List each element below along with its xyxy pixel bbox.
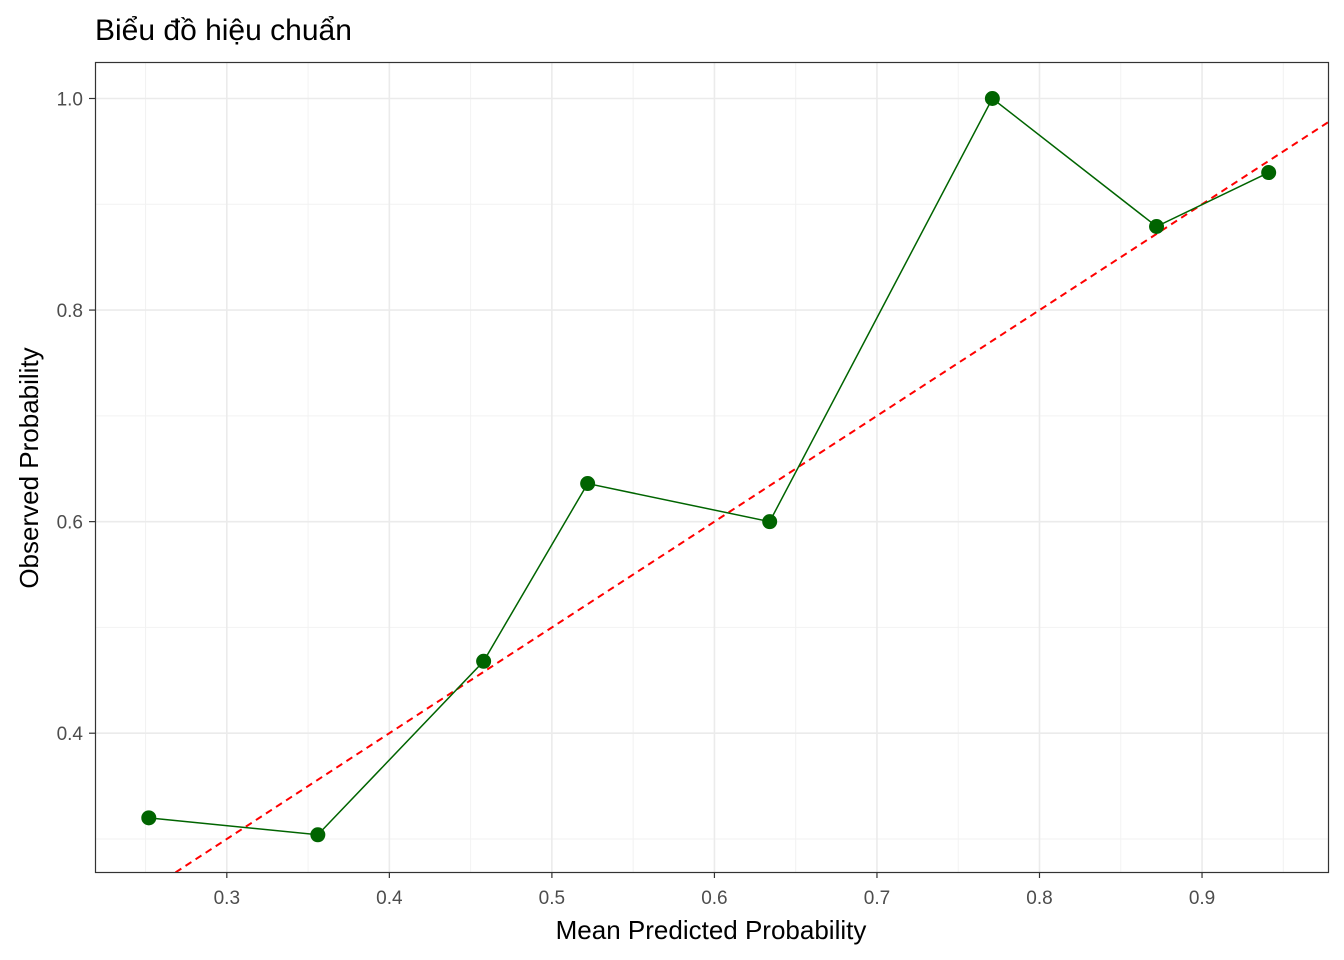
chart-title: Biểu đồ hiệu chuẩn bbox=[95, 14, 352, 47]
calibration-data-point bbox=[141, 810, 157, 826]
calibration-data-point bbox=[762, 514, 778, 530]
y-tick-label: 0.8 bbox=[57, 301, 83, 322]
y-tick-label: 0.6 bbox=[57, 513, 83, 534]
y-tick-label: 1.0 bbox=[57, 89, 83, 110]
y-tick-label: 0.4 bbox=[57, 724, 84, 745]
x-tick-label: 0.7 bbox=[864, 888, 890, 909]
y-axis-title: Observed Probability bbox=[14, 347, 44, 588]
data-points-layer bbox=[141, 90, 1277, 843]
x-tick-label: 0.5 bbox=[539, 888, 565, 909]
x-tick-label: 0.9 bbox=[1189, 888, 1215, 909]
panel-border bbox=[94, 61, 1330, 874]
series-line-layer bbox=[148, 97, 1269, 836]
calibration-data-point bbox=[984, 90, 1000, 106]
x-tick-label: 0.3 bbox=[214, 888, 240, 909]
reference-diagonal-line bbox=[174, 121, 1328, 872]
y-axis-ticks: 0.4 0.6 0.8 1.0 bbox=[57, 89, 95, 745]
major-gridlines bbox=[95, 62, 1328, 872]
minor-gridlines bbox=[95, 62, 1328, 872]
calibration-data-point bbox=[580, 476, 596, 492]
x-axis-ticks: 0.3 0.4 0.5 0.6 0.7 0.8 0.9 bbox=[214, 872, 1215, 909]
calibration-data-point bbox=[1149, 218, 1165, 234]
calibration-series-line bbox=[148, 97, 1269, 836]
reference-line-layer bbox=[174, 121, 1328, 872]
calibration-data-point bbox=[1261, 165, 1277, 181]
x-tick-label: 0.8 bbox=[1026, 888, 1052, 909]
x-tick-label: 0.6 bbox=[701, 888, 727, 909]
x-axis-title: Mean Predicted Probability bbox=[556, 915, 867, 945]
calibration-data-point bbox=[476, 653, 492, 669]
calibration-data-point bbox=[310, 827, 326, 843]
x-tick-label: 0.4 bbox=[376, 888, 403, 909]
